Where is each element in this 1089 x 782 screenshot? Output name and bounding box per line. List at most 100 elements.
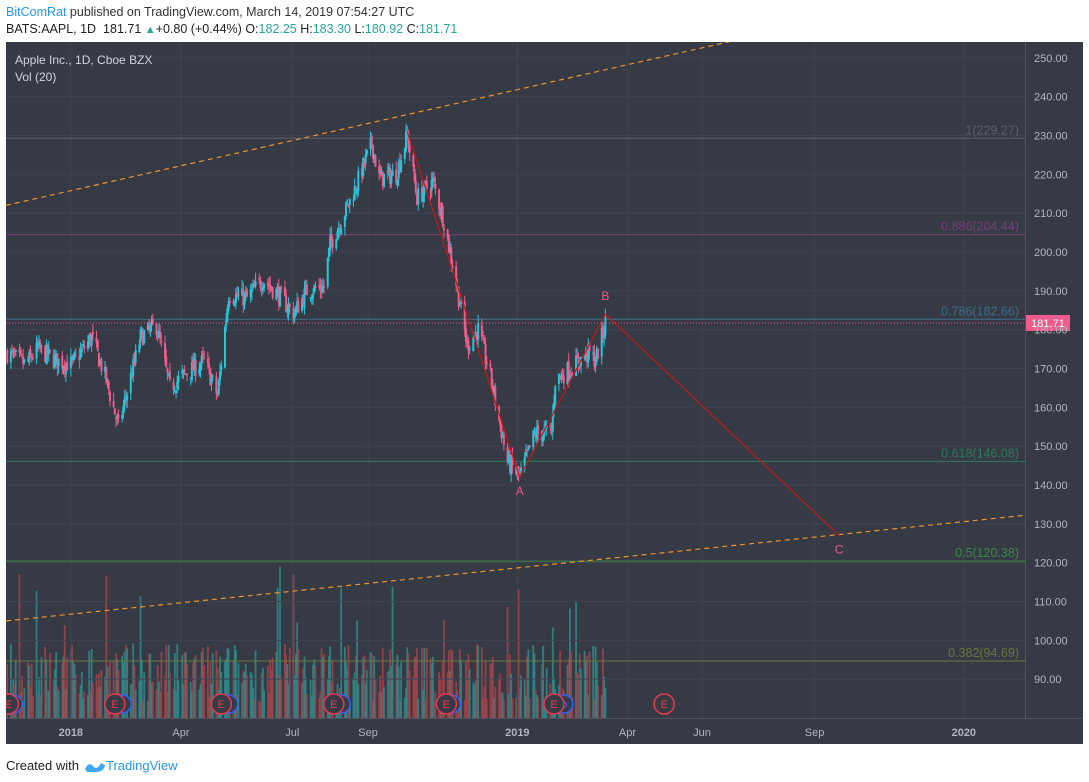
candle-body <box>91 331 94 335</box>
volume-bar <box>150 683 153 718</box>
candle-body <box>604 316 607 336</box>
volume-bar <box>134 689 137 718</box>
earnings-marker <box>210 693 233 715</box>
candle-body <box>82 344 85 346</box>
time-tick-label: 2020 <box>952 727 976 739</box>
price-tick-label: 240.00 <box>1034 92 1068 104</box>
candle-body <box>38 341 41 348</box>
price-tick-label: 200.00 <box>1034 247 1068 259</box>
volume-bar <box>73 664 76 718</box>
candle-body <box>329 235 332 251</box>
volume-bar <box>383 687 385 718</box>
candle-body <box>157 330 160 338</box>
candle-body <box>217 380 220 394</box>
volume-bar <box>133 665 136 718</box>
volume-bar <box>276 587 279 718</box>
volume-bar <box>584 661 587 718</box>
volume-bar <box>380 691 383 718</box>
candle-body <box>132 359 135 377</box>
candle-body <box>386 170 389 173</box>
candle-body <box>151 319 154 325</box>
candle-body <box>89 334 92 345</box>
price-chart[interactable]: 1(229.27) 0.886(204.44) 0.786(182.66) 0.618… <box>6 42 1083 744</box>
volume-bar <box>54 669 56 718</box>
earnings-marker <box>6 693 20 715</box>
candle-body <box>56 353 59 369</box>
candle-body <box>571 373 574 377</box>
candle-body <box>276 288 279 291</box>
candle-body <box>467 340 470 352</box>
volume-bar <box>232 660 235 718</box>
volume-bar <box>398 701 401 718</box>
candle-body <box>511 454 514 466</box>
time-tick-label: Sep <box>805 727 825 739</box>
candle-body <box>254 281 257 287</box>
candle-body <box>268 284 271 287</box>
earnings-marker-label: E <box>6 699 12 711</box>
price-tick-label: 210.00 <box>1034 208 1068 220</box>
volume-bar <box>182 683 185 718</box>
volume-bar <box>329 646 332 718</box>
wave-segment-line <box>604 313 840 536</box>
volume-bar <box>576 672 579 718</box>
candle-body <box>243 293 246 306</box>
candle-body <box>312 294 315 299</box>
volume-bar <box>425 648 428 718</box>
candle-body <box>424 180 427 183</box>
volume-bar <box>270 670 273 718</box>
tradingview-brand-link[interactable]: TradingView <box>106 758 178 773</box>
volume-bar <box>151 681 154 718</box>
candle-body <box>61 355 64 369</box>
volume-bar <box>499 673 502 718</box>
volume-bar <box>99 687 102 718</box>
volume-bar <box>142 700 144 718</box>
volume-bar <box>203 665 206 718</box>
volume-bar <box>566 665 569 718</box>
candle-body <box>220 365 223 371</box>
chart-panel[interactable]: 1(229.27) 0.886(204.44) 0.786(182.66) 0.618… <box>6 42 1083 744</box>
price-tick-label: 230.00 <box>1034 130 1068 142</box>
candle-body <box>468 348 471 350</box>
volume-bar <box>246 675 248 718</box>
volume-bar <box>378 692 381 718</box>
candle-body <box>457 286 460 307</box>
price-tick-label: 90.00 <box>1034 674 1062 686</box>
volume-bar <box>250 674 253 718</box>
low-label: L: <box>354 22 365 36</box>
candle-body <box>270 286 273 290</box>
candle-body <box>431 177 434 182</box>
volume-bar <box>447 650 450 718</box>
volume-bar <box>183 652 186 718</box>
price-tick-label: 220.00 <box>1034 169 1068 181</box>
open-value: 182.25 <box>258 22 297 36</box>
volume-bar <box>46 690 49 718</box>
candle-body <box>429 191 432 193</box>
candle-body <box>406 133 409 135</box>
volume-bar <box>22 701 25 718</box>
price-tick-label: 150.00 <box>1034 441 1068 453</box>
price-tick-label: 190.00 <box>1034 286 1068 298</box>
volume-bar <box>29 686 32 718</box>
volume-bar <box>477 645 480 718</box>
volume-bar <box>235 649 237 718</box>
footer: Created with TradingView <box>0 752 1089 782</box>
candle-body <box>123 397 126 404</box>
candle-body <box>28 351 31 363</box>
candle-body <box>450 247 453 264</box>
candle-body <box>223 326 226 368</box>
volume-bar <box>310 696 313 718</box>
candle-body <box>600 327 603 357</box>
time-tick-label: Apr <box>172 727 189 739</box>
volume-bar <box>105 575 108 718</box>
candle-body <box>397 162 400 179</box>
volume-bar <box>417 698 420 718</box>
candle-body <box>510 456 513 475</box>
volume-bar <box>345 662 347 718</box>
candle-body <box>595 348 598 362</box>
volume-bar <box>104 676 106 718</box>
author-link[interactable]: BitComRat <box>6 5 67 19</box>
volume-bar <box>112 661 115 718</box>
last-price-tag <box>1026 314 1070 331</box>
fib-level-label: 0.618(146.08) <box>941 446 1019 460</box>
volume-bar <box>138 681 141 718</box>
